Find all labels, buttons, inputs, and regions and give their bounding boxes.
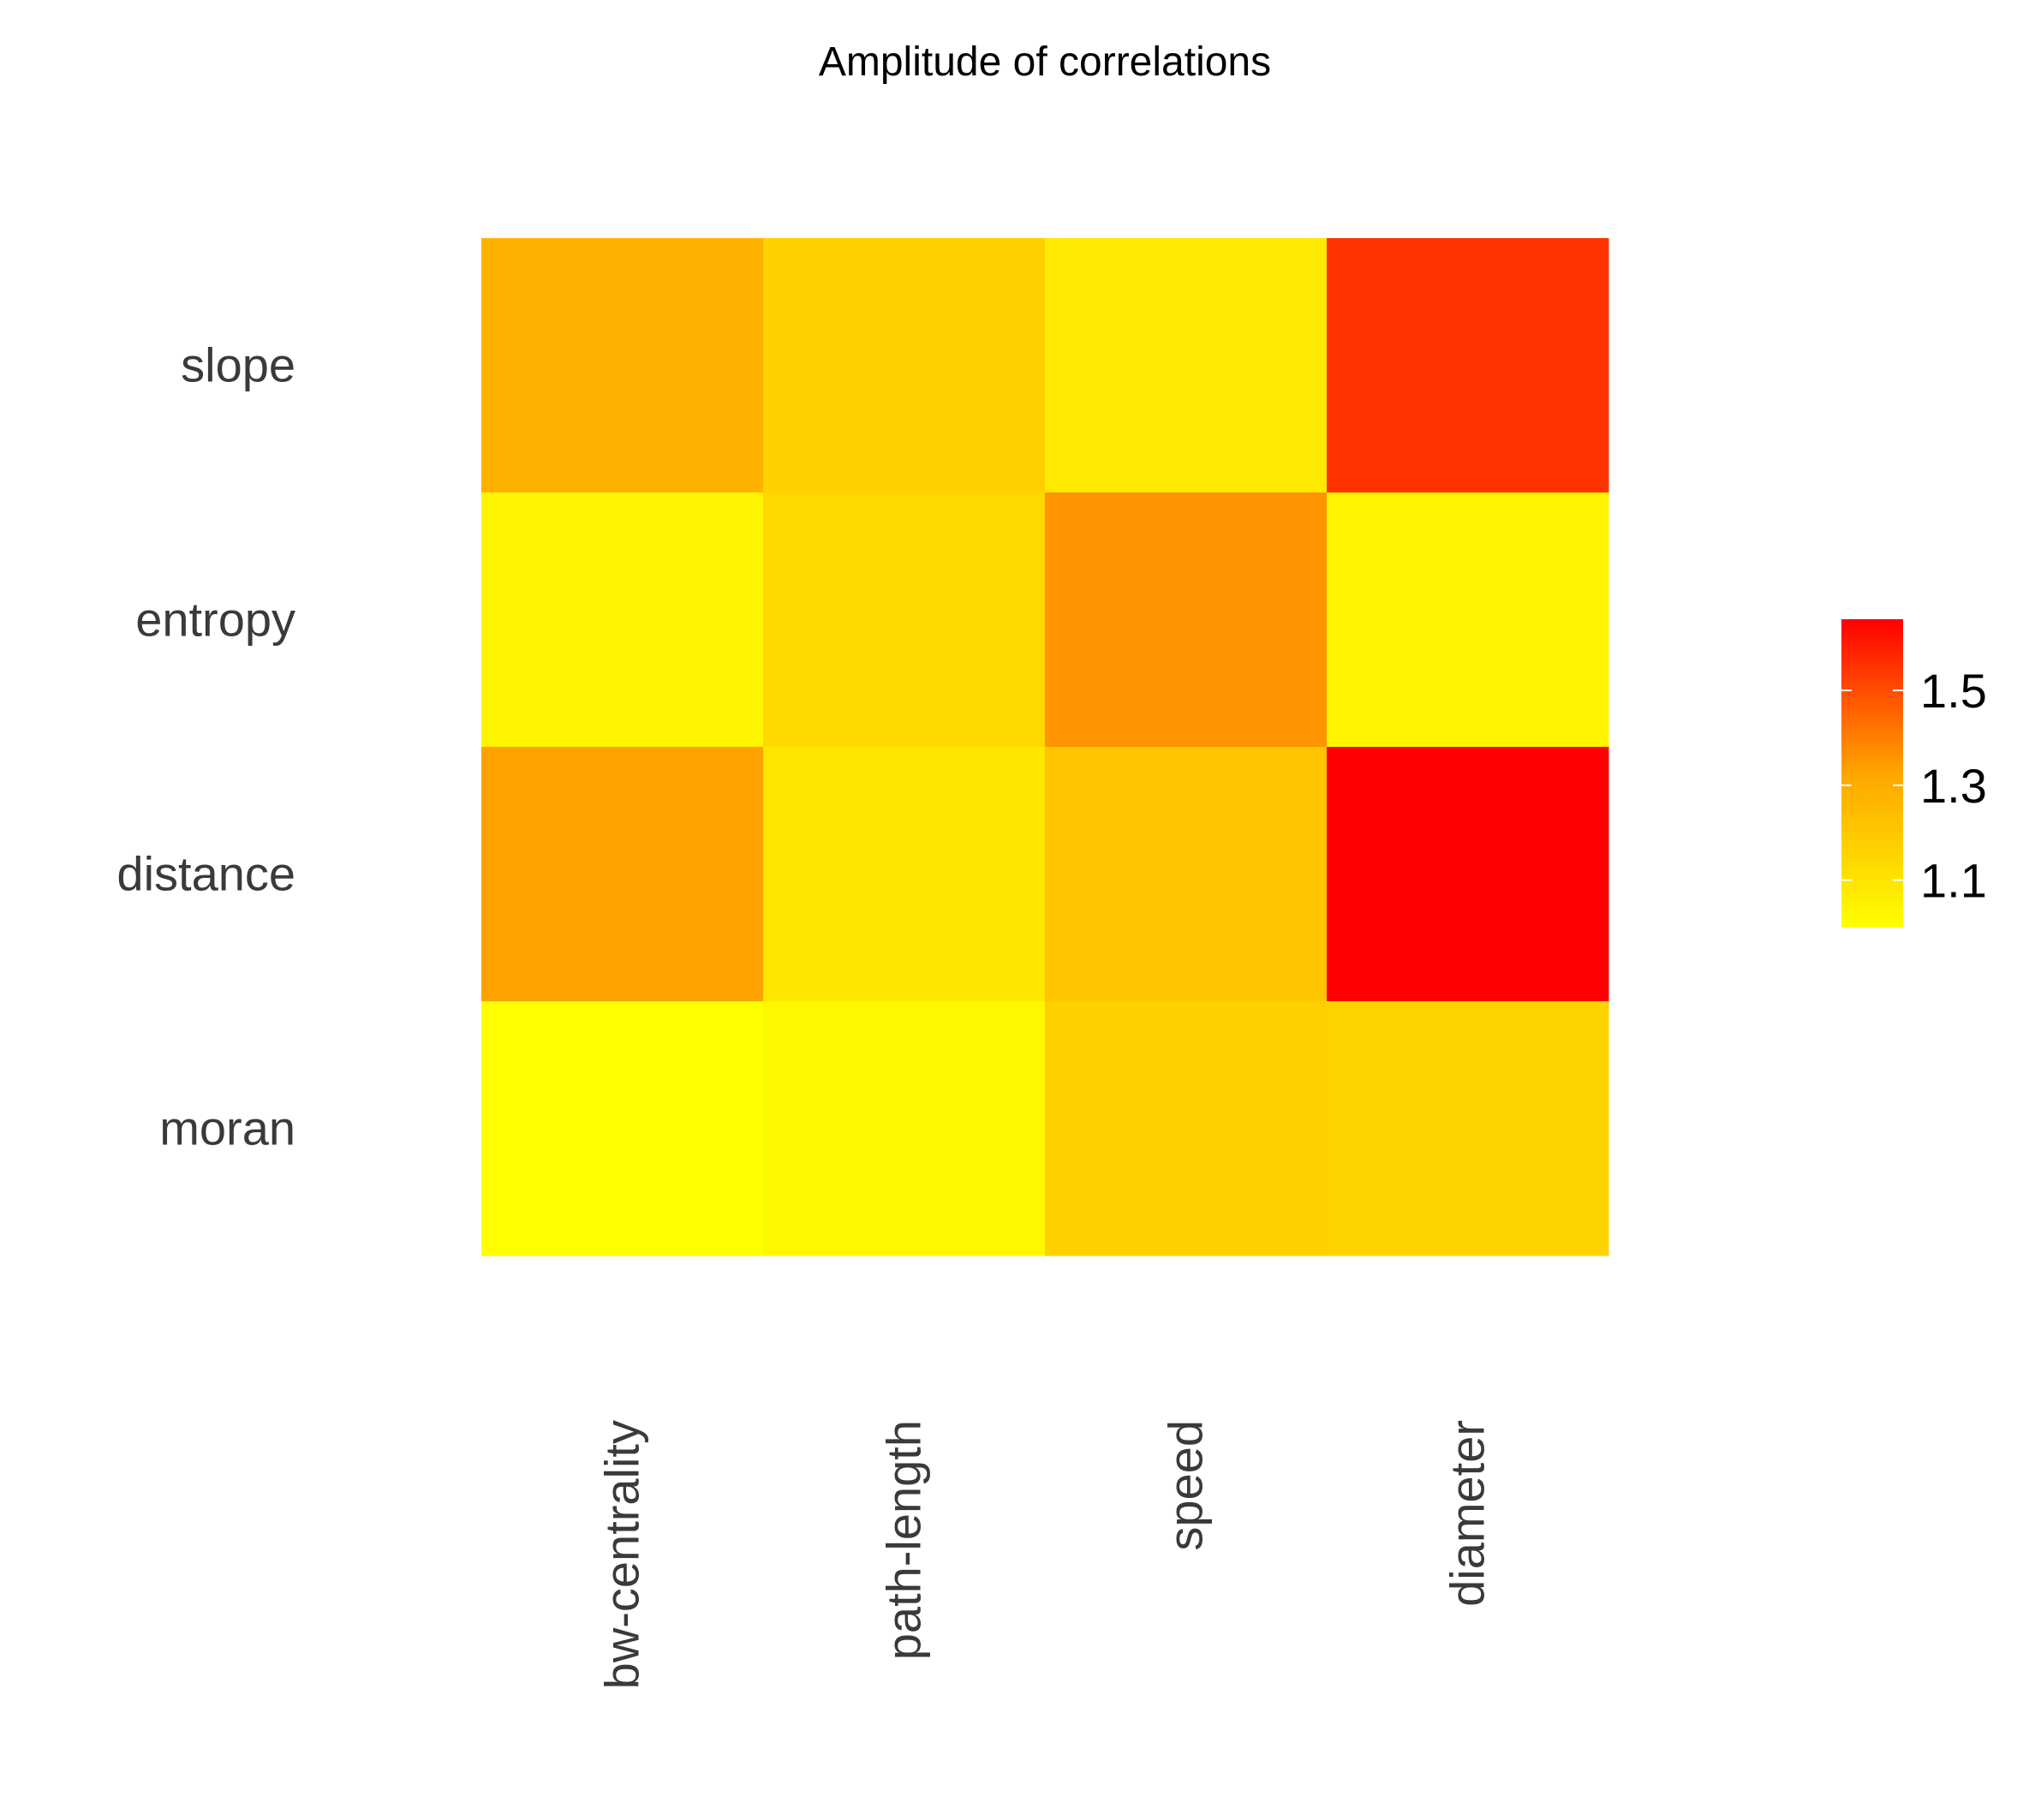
heatmap-cell-entropy-speed	[1045, 492, 1328, 748]
heatmap-cell-slope-bw-centrality	[481, 238, 764, 493]
heatmap-cell-distance-bw-centrality	[481, 747, 764, 1002]
column-label-bw-centrality: bw-centrality	[595, 1420, 649, 1689]
legend-tick-label: 1.5	[1920, 664, 1987, 718]
heatmap-cell-moran-bw-centrality	[481, 1001, 764, 1256]
row-label-moran: moran	[159, 1101, 295, 1155]
column-label-speed: speed	[1159, 1420, 1213, 1551]
legend-ticks: 1.1 1.3 1.5	[1841, 664, 1987, 908]
legend-colorbar	[1841, 619, 1903, 928]
row-label-entropy: entropy	[135, 593, 295, 647]
column-label-diameter: diameter	[1441, 1420, 1495, 1607]
heatmap-cell-distance-path-length	[763, 747, 1046, 1002]
heatmap-cell-entropy-path-length	[763, 492, 1046, 748]
column-label-path-length: path-length	[877, 1420, 931, 1660]
heatmap-cell-slope-path-length	[763, 238, 1046, 493]
chart-title: Amplitude of correlations	[819, 39, 1271, 85]
heatmap-cell-moran-diameter	[1327, 1001, 1609, 1256]
heatmap-cell-entropy-diameter	[1327, 492, 1609, 748]
row-label-distance: distance	[116, 847, 295, 901]
heatmap-cell-slope-speed	[1045, 238, 1328, 493]
row-label-slope: slope	[181, 338, 295, 392]
heatmap-cells	[481, 238, 1609, 1256]
heatmap-cell-moran-speed	[1045, 1001, 1328, 1256]
heatmap-cell-entropy-bw-centrality	[481, 492, 764, 748]
color-legend: 1.1 1.3 1.5	[1841, 619, 1987, 928]
legend-tick-label: 1.3	[1920, 759, 1987, 813]
heatmap-cell-slope-diameter	[1327, 238, 1609, 493]
heatmap-cell-distance-diameter	[1327, 747, 1609, 1002]
legend-tick-label: 1.1	[1920, 854, 1987, 908]
heatmap-cell-moran-path-length	[763, 1001, 1046, 1256]
row-labels: slope entropy distance moran	[116, 338, 295, 1155]
column-labels: bw-centrality path-length speed diameter	[595, 1420, 1495, 1689]
heatmap-cell-distance-speed	[1045, 747, 1328, 1002]
